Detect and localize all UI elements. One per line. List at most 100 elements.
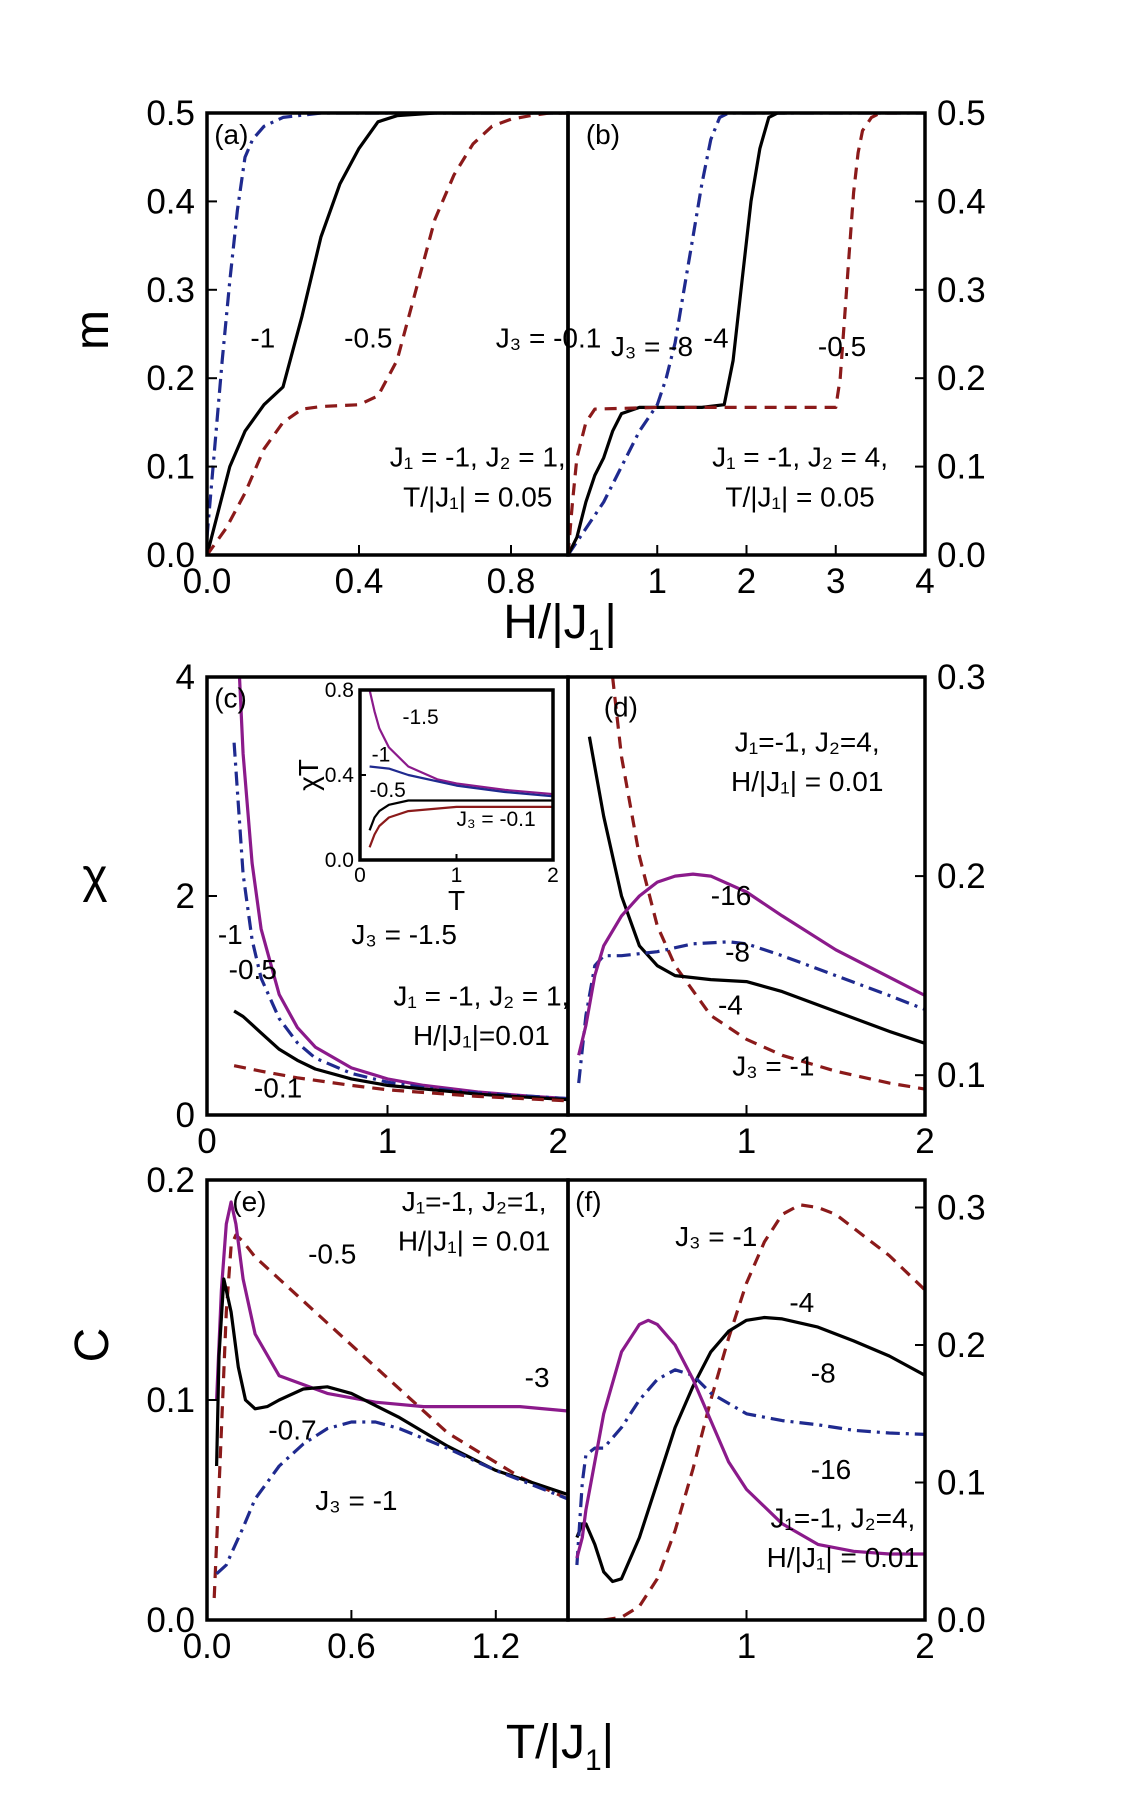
- series-label-d-16: -16: [711, 880, 751, 911]
- series-line-f-4: [575, 1315, 925, 1584]
- panel-a: 0.0 0.4 0.8 0.0 0.1 0.2 0.3 0.4 0.5 (a) -1 -0.5 J₃ =…: [146, 94, 601, 601]
- x-axis-label-bottom-close: |: [602, 1716, 614, 1769]
- series-label-e-0-5: -0.5: [308, 1239, 356, 1270]
- series-line-b-j-8: [568, 113, 925, 555]
- inset-y-axis-label: χT: [293, 759, 324, 791]
- x-tick-label: 1.2: [471, 1627, 520, 1666]
- panel-label-d: (d): [604, 691, 638, 722]
- y-axis-label-m: m: [66, 310, 119, 350]
- parameter-annotation-e: J₁=-1, J₂=1,: [402, 1186, 547, 1217]
- y-tick-label: 0.4: [146, 182, 195, 221]
- series-line-c-0-5: [233, 1009, 568, 1102]
- series-line-e-j-1: [215, 1420, 568, 1575]
- y-tick-label: 0.1: [146, 1381, 195, 1420]
- series-label-f-j-1: J₃ = -1: [675, 1221, 757, 1252]
- x-tick-label: 0: [197, 1122, 216, 1161]
- series-line-a-j-0-1: [207, 113, 568, 555]
- y-tick-label: 0.4: [325, 764, 355, 787]
- series-label-c-inset-0-5: -0.5: [370, 779, 406, 802]
- series-line-e-0-5: [212, 1233, 568, 1599]
- panel-label-e: (e): [232, 1186, 266, 1217]
- series-line-c-0-1: [233, 1064, 568, 1103]
- series-label-c-inset-1: -1: [372, 743, 391, 766]
- panel-b: 1 2 3 40.0 0.1 0.2 0.3 0.4 0.5 (b) J₃ = -8 -4 -0.5 J₁…: [566, 94, 986, 601]
- series-label-d-j-1: J₃ = -1: [732, 1051, 814, 1082]
- panel-label-b: (b): [586, 119, 620, 150]
- panel-label-c: (c): [214, 683, 247, 714]
- y-tick-label: 0.4: [937, 182, 986, 221]
- series-line-e-0-7: [215, 1277, 568, 1497]
- series-label-c-0-1: -0.1: [254, 1072, 302, 1103]
- series-label-e-3: -3: [525, 1362, 550, 1393]
- x-tick-label: 2: [549, 1122, 568, 1161]
- series-label-a-0-5: -0.5: [344, 322, 392, 353]
- series-line-f-16: [575, 1318, 925, 1559]
- panel-label-f: (f): [575, 1186, 601, 1217]
- series-line-d-16: [577, 872, 925, 1056]
- x-tick-label: 1: [451, 864, 463, 887]
- series-label-c-inset-j-0-1: J₃ = -0.1: [457, 808, 536, 831]
- panel-c-inset: 0 1 2 0.0 0.4 0.8 -1.5 -1 -0.5 J₃ = -0.1 TχT: [293, 679, 559, 916]
- panel-d: 1 20.1 0.2 0.3 (d) J₃ = -1 -4 -8 -16 J₁=-1, J₂=4,…: [566, 658, 986, 1161]
- y-tick-label: 0.2: [146, 359, 195, 398]
- y-tick-label: 0.0: [937, 536, 986, 575]
- x-tick-label: 0.4: [335, 562, 384, 601]
- panel-label-a: (a): [214, 119, 248, 150]
- y-tick-label: 4: [176, 658, 195, 697]
- series-line-a-0-5: [207, 113, 568, 555]
- x-tick-label: 2: [547, 864, 559, 887]
- parameter-annotation-b: T/|J₁| = 0.05: [725, 481, 874, 512]
- parameter-annotation-e: H/|J₁| = 0.01: [398, 1225, 550, 1256]
- x-axis-label-top-main: H/|J: [503, 596, 587, 649]
- series-line-b-4: [568, 113, 787, 555]
- parameter-annotation-c: H/|J₁|=0.01: [413, 1020, 550, 1051]
- y-tick-label: 0.3: [937, 271, 986, 310]
- y-tick-label: 0.2: [937, 359, 986, 398]
- series-label-d-8: -8: [725, 937, 750, 968]
- series-line-c-inset-1: [369, 765, 553, 798]
- y-tick-label: 0.1: [146, 448, 195, 487]
- y-tick-label: 0.8: [325, 679, 354, 702]
- series-line-b-0-5: [568, 113, 899, 555]
- y-axis-label-c: C: [66, 1328, 119, 1363]
- x-axis-label-top-close: |: [604, 596, 616, 649]
- y-tick-label: 0.1: [937, 448, 986, 487]
- parameter-annotation-c: J₁ = -1, J₂ = 1,: [393, 981, 569, 1012]
- y-tick-label: 0: [176, 1096, 195, 1135]
- x-tick-label: 1: [378, 1122, 397, 1161]
- x-axis-label-top-sub: 1: [588, 624, 605, 657]
- parameter-annotation-a: T/|J₁| = 0.05: [403, 481, 552, 512]
- y-tick-label: 0.3: [146, 271, 195, 310]
- y-tick-label: 0.0: [325, 849, 354, 872]
- y-tick-label: 2: [176, 877, 195, 916]
- series-line-f-8: [575, 1368, 925, 1566]
- x-tick-label: 0.0: [183, 562, 232, 601]
- x-tick-label: 3: [826, 562, 845, 601]
- y-tick-label: 0.3: [937, 1189, 986, 1228]
- series-label-e-0-7: -0.7: [268, 1415, 316, 1446]
- y-tick-label: 0.0: [146, 536, 195, 575]
- parameter-annotation-f: H/|J₁| = 0.01: [767, 1542, 919, 1573]
- parameter-annotation-d: H/|J₁| = 0.01: [731, 766, 883, 797]
- x-axis-label-bottom: T/|J1|: [506, 1716, 614, 1777]
- inset-background: [360, 690, 553, 860]
- y-tick-label: 0.2: [146, 1161, 195, 1200]
- y-tick-label: 0.0: [146, 1601, 195, 1640]
- series-label-c-j-1-5: J₃ = -1.5: [351, 919, 457, 950]
- x-tick-label: 0.8: [487, 562, 536, 601]
- series-label-f-16: -16: [811, 1454, 851, 1485]
- x-axis-label-top: H/|J1|: [503, 596, 617, 657]
- series-line-f-j-1: [603, 1203, 925, 1620]
- y-tick-label: 0.1: [937, 1056, 986, 1095]
- x-tick-label: 0.0: [183, 1627, 232, 1666]
- x-axis-label-bottom-main: T/|J: [506, 1716, 585, 1769]
- series-label-c-inset-1-5: -1.5: [402, 706, 438, 729]
- series-label-a-1: -1: [250, 322, 275, 353]
- x-tick-label: 4: [915, 562, 934, 601]
- series-line-c-inset-j-0-1: [368, 805, 553, 848]
- parameter-annotation-b: J₁ = -1, J₂ = 4,: [712, 442, 888, 473]
- series-label-d-4: -4: [718, 989, 743, 1020]
- y-tick-label: 0.5: [937, 94, 986, 133]
- series-label-f-4: -4: [789, 1287, 814, 1318]
